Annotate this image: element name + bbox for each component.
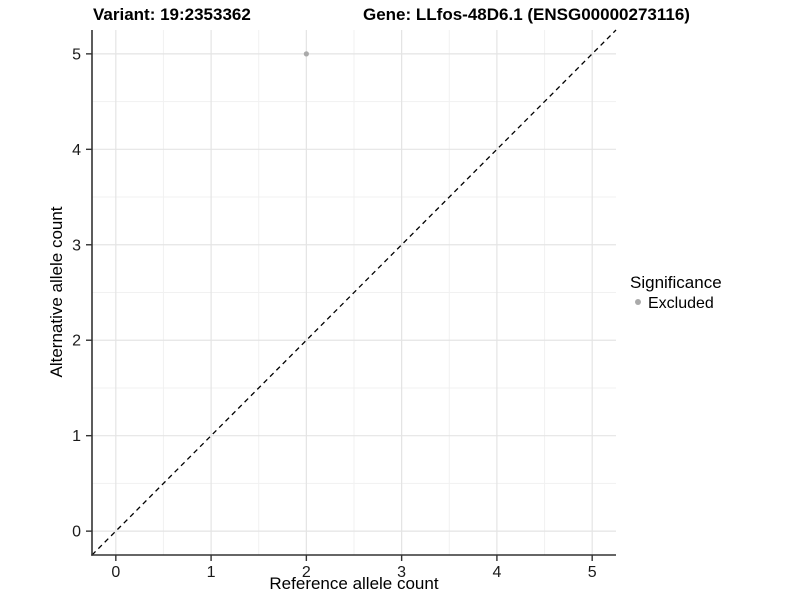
grid-major-lines (92, 30, 616, 555)
x-tick-label: 3 (397, 564, 406, 581)
x-tick-label: 4 (492, 564, 501, 581)
legend: Significance Excluded (630, 273, 722, 312)
identity-dashed-line (91, 29, 617, 556)
gene-title: Gene: LLfos-48D6.1 (ENSG00000273116) (363, 5, 690, 24)
x-axis-label: Reference allele count (269, 574, 438, 593)
y-tick-label: 1 (72, 428, 81, 445)
identity-line (91, 29, 617, 556)
x-tick-label: 1 (207, 564, 216, 581)
data-points (303, 51, 309, 57)
variant-title: Variant: 19:2353362 (93, 5, 251, 24)
legend-title: Significance (630, 273, 722, 292)
data-point (303, 51, 309, 57)
y-axis-label: Alternative allele count (47, 206, 66, 377)
legend-marker-circle-icon (635, 299, 641, 305)
y-tick-label: 0 (72, 524, 81, 541)
y-tick-label: 2 (72, 333, 81, 350)
legend-entry-label: Excluded (648, 295, 714, 312)
x-tick-label: 0 (111, 564, 120, 581)
axis-ticks: 0 1 2 3 4 5 0 1 2 3 4 5 (72, 46, 597, 581)
x-tick-label: 5 (588, 564, 597, 581)
x-tick-label: 2 (302, 564, 311, 581)
y-tick-label: 3 (72, 237, 81, 254)
y-tick-label: 4 (72, 142, 81, 159)
y-tick-label: 5 (72, 46, 81, 63)
legend-entry-excluded: Excluded (635, 295, 714, 312)
